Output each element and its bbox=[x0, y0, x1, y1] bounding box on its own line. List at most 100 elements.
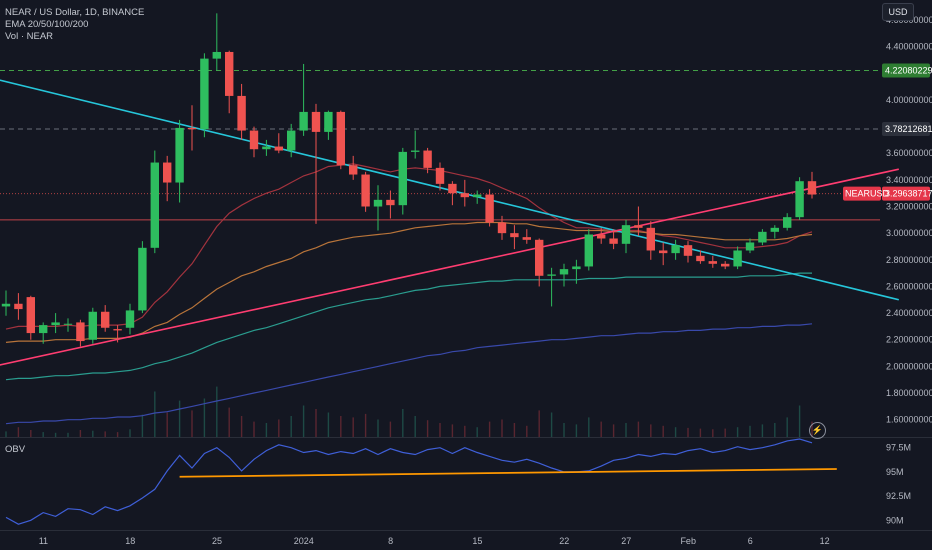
candle bbox=[138, 241, 147, 314]
obv-legend: OBV bbox=[5, 444, 26, 455]
volume-bar bbox=[203, 398, 206, 437]
candle bbox=[262, 139, 271, 156]
candle-body bbox=[696, 255, 705, 262]
volume-bar bbox=[650, 424, 652, 437]
candle-body bbox=[584, 234, 593, 267]
volume-bar bbox=[54, 432, 57, 437]
currency-button[interactable]: USD bbox=[882, 3, 914, 21]
candle-body bbox=[237, 95, 246, 131]
descending-trendline[interactable] bbox=[0, 79, 899, 301]
volume-bar bbox=[550, 412, 553, 437]
volume-bar bbox=[178, 400, 181, 437]
candle bbox=[349, 155, 358, 180]
volume-bar bbox=[154, 391, 156, 437]
price-tick-label: 2.00000000 bbox=[886, 361, 932, 371]
candle-body bbox=[497, 222, 507, 234]
svg-text:NEARUSD: NEARUSD bbox=[845, 189, 890, 199]
obv-trendline[interactable] bbox=[179, 468, 837, 478]
candle bbox=[88, 307, 97, 344]
candle-body bbox=[659, 250, 668, 254]
price-tick-label: 1.80000000 bbox=[886, 388, 932, 398]
price-tick-label: 2.20000000 bbox=[886, 335, 932, 345]
candle bbox=[14, 293, 23, 320]
candle-body bbox=[411, 150, 420, 152]
candle-body bbox=[572, 266, 581, 270]
candle-body bbox=[26, 297, 35, 334]
volume-bar bbox=[761, 424, 764, 437]
level-price-tag: 3.78212681 bbox=[882, 121, 932, 136]
horizontal-levels bbox=[0, 70, 880, 221]
obv-tick-label: 92.5M bbox=[886, 491, 911, 501]
date-tick-label: 27 bbox=[621, 536, 631, 546]
lightning-icon[interactable]: ⚡ bbox=[809, 422, 826, 439]
candle-body bbox=[88, 311, 97, 340]
candle bbox=[473, 190, 482, 204]
candle bbox=[175, 119, 184, 203]
candle-body bbox=[76, 322, 85, 342]
candle bbox=[1, 290, 11, 316]
candle bbox=[547, 267, 556, 307]
volume-bar bbox=[129, 429, 131, 437]
candle bbox=[398, 147, 407, 215]
price-tick-label: 4.00000000 bbox=[886, 95, 932, 105]
candle bbox=[39, 322, 48, 344]
volume-legend: Vol · NEAR bbox=[5, 31, 54, 42]
candle bbox=[770, 225, 779, 239]
volume-bar bbox=[774, 423, 776, 437]
volume-bar bbox=[5, 431, 7, 437]
date-tick-label: 18 bbox=[125, 536, 135, 546]
ema20-line bbox=[5, 163, 813, 330]
candle-body bbox=[163, 162, 172, 183]
candle-body bbox=[336, 111, 345, 166]
candle bbox=[373, 185, 383, 231]
date-tick-label: 22 bbox=[559, 536, 569, 546]
volume-bar bbox=[253, 421, 255, 437]
candle bbox=[745, 238, 755, 254]
volume-bar bbox=[426, 420, 429, 437]
ema-legend: EMA 20/50/100/200 bbox=[5, 19, 89, 30]
volume-bar bbox=[526, 425, 528, 437]
candle bbox=[336, 110, 345, 170]
candle-body bbox=[63, 323, 73, 325]
volume-bar bbox=[501, 419, 503, 437]
date-tick-label: 8 bbox=[388, 536, 393, 546]
volume-bar bbox=[352, 417, 354, 437]
volume-bar bbox=[674, 427, 677, 437]
trendlines[interactable] bbox=[0, 79, 899, 367]
candle-body bbox=[113, 329, 122, 331]
candle bbox=[758, 229, 767, 246]
candle bbox=[299, 63, 308, 136]
candle-body bbox=[423, 150, 432, 168]
candle bbox=[26, 295, 35, 340]
candle bbox=[361, 171, 370, 212]
ema200-line bbox=[5, 323, 813, 425]
candle-body bbox=[311, 111, 321, 132]
date-tick-label: 11 bbox=[39, 536, 48, 546]
candle-body bbox=[460, 193, 469, 198]
candle-body bbox=[708, 261, 717, 264]
price-tick-label: 3.40000000 bbox=[886, 175, 932, 185]
ascending-trendline[interactable] bbox=[0, 168, 899, 366]
candle bbox=[733, 246, 742, 270]
obv-line bbox=[5, 438, 813, 525]
volume-bar bbox=[42, 432, 44, 437]
candle-body bbox=[745, 242, 755, 251]
volume-bar bbox=[141, 414, 144, 437]
date-tick-label: Feb bbox=[680, 536, 696, 546]
volume-bar bbox=[612, 424, 615, 437]
candle-body bbox=[51, 322, 60, 326]
candle-body bbox=[807, 181, 817, 195]
obv-pane bbox=[5, 438, 837, 525]
candle bbox=[535, 238, 544, 287]
candle bbox=[572, 259, 581, 284]
volume-bar bbox=[414, 416, 416, 437]
candle bbox=[795, 177, 804, 220]
candle-body bbox=[39, 325, 48, 334]
candle-body bbox=[795, 181, 804, 218]
candle-body bbox=[621, 225, 631, 244]
candle-body bbox=[175, 127, 184, 183]
volume-bar bbox=[451, 424, 454, 437]
candle bbox=[249, 126, 259, 158]
candle-body bbox=[1, 303, 11, 307]
